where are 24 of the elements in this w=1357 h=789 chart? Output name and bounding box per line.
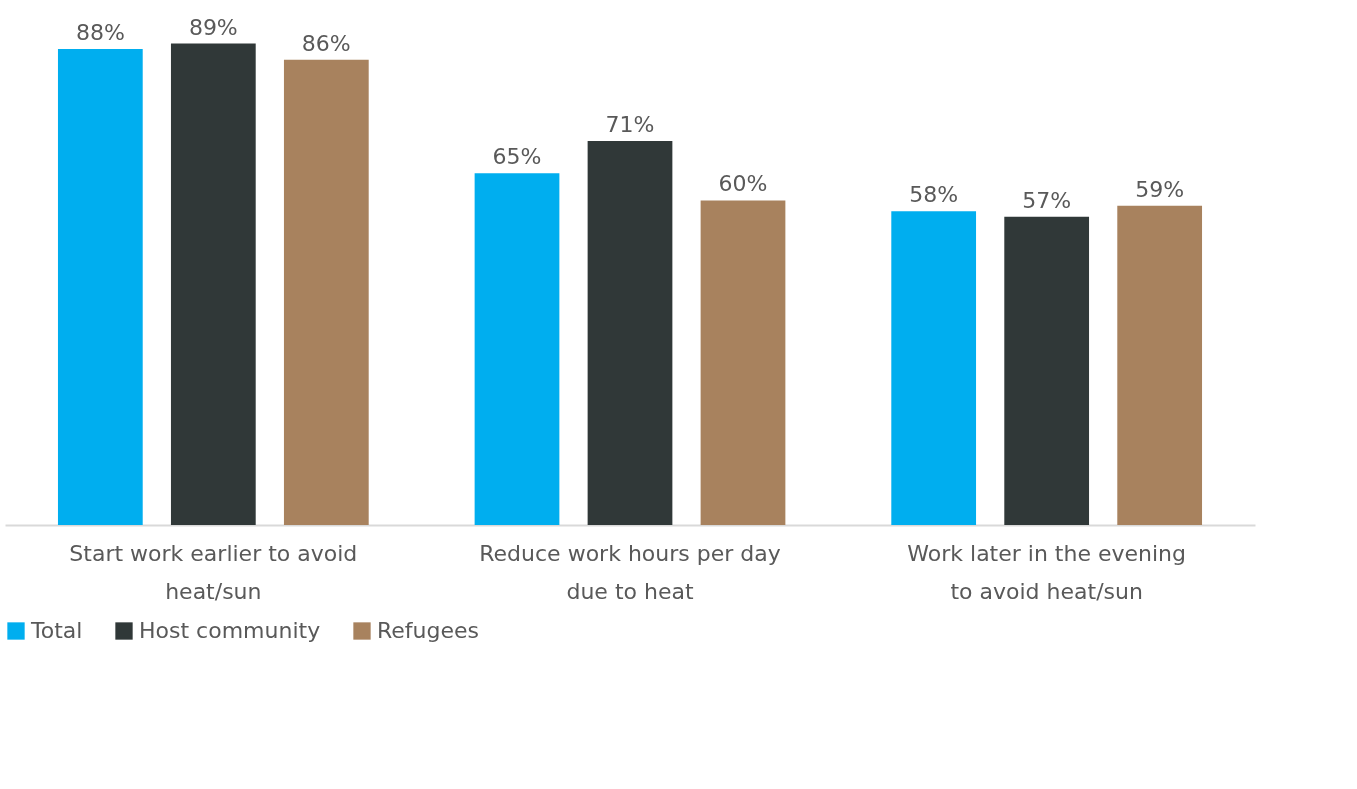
data-label: 59% bbox=[1135, 176, 1185, 202]
bar bbox=[700, 200, 786, 525]
bar bbox=[891, 211, 977, 525]
legend-label: Refugees bbox=[377, 618, 480, 643]
bar bbox=[474, 173, 560, 525]
data-label: 88% bbox=[75, 19, 125, 45]
data-label: 58% bbox=[909, 182, 959, 208]
x-tick-label: Start work earlier to avoid heat/sun bbox=[69, 540, 358, 604]
bar bbox=[57, 48, 143, 525]
legend-label: Host community bbox=[139, 618, 321, 643]
x-tick-label: Work later in the evening to avoid heat/sun bbox=[907, 540, 1187, 604]
x-tick-label: Reduce work hours per day due to heat bbox=[479, 540, 781, 604]
bar bbox=[1004, 216, 1090, 525]
bar bbox=[170, 43, 256, 525]
data-label: 60% bbox=[718, 171, 768, 197]
data-label: 65% bbox=[492, 144, 542, 170]
data-label: 71% bbox=[605, 111, 655, 137]
data-label: 86% bbox=[301, 30, 351, 56]
data-label: 89% bbox=[188, 14, 238, 40]
legend-label: Total bbox=[30, 618, 83, 643]
bar bbox=[587, 140, 673, 525]
bar bbox=[283, 59, 369, 525]
bar bbox=[1117, 205, 1203, 525]
data-label: 57% bbox=[1022, 187, 1072, 213]
